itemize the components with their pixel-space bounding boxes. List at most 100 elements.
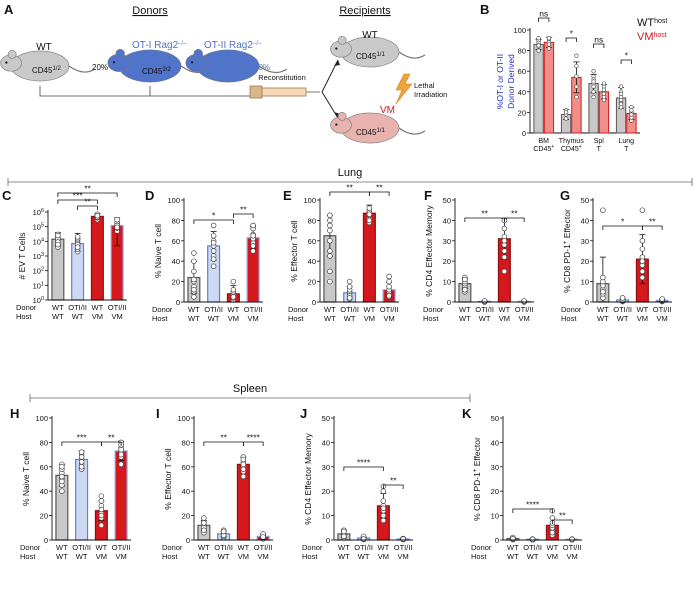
y-axis-label: % Naive T cell — [153, 224, 163, 278]
y-tick-label: 20 — [40, 512, 48, 521]
superscript: 3 — [41, 252, 44, 258]
y-tick-label: 60 — [172, 237, 180, 246]
data-point — [346, 278, 353, 285]
data-point — [118, 451, 124, 458]
significance-bracket — [100, 441, 122, 446]
significance-bracket — [203, 441, 244, 446]
donor-ot1-mouse — [107, 48, 210, 83]
data-point — [327, 238, 333, 244]
x-tick-label-host: VM — [364, 314, 375, 323]
data-point — [400, 536, 406, 542]
significance-bracket — [61, 441, 102, 446]
data-point — [230, 287, 237, 293]
significance-label: ** — [220, 433, 227, 443]
row-label-donor: Donor — [152, 305, 173, 314]
data-point — [191, 258, 197, 264]
data-point — [327, 248, 333, 254]
x-tick-label-donor: OTI/II — [394, 543, 413, 552]
significance-label: *** — [73, 191, 84, 201]
significance-bracket — [57, 192, 118, 197]
y-tick-label: 0 — [312, 298, 316, 307]
superscript: 1/1 — [376, 52, 385, 58]
x-tick-label-donor: OTI/II — [340, 305, 359, 314]
x-tick-label-donor: WT — [324, 305, 336, 314]
panel-letter-h: H — [10, 406, 19, 421]
data-point — [191, 250, 197, 256]
significance-bracket — [565, 37, 577, 42]
bar — [543, 41, 555, 134]
y-axis-label: % Effector T cell — [289, 220, 299, 282]
x-tick-label-host: VM — [96, 552, 107, 561]
significance-label: **** — [526, 500, 540, 510]
x-tick-label-host: WT — [459, 314, 471, 323]
x-tick-label-donor: OTI/II — [204, 305, 223, 314]
x-tick-label-donor: OTI/II — [68, 303, 87, 312]
panel-letter-g: G — [560, 188, 570, 203]
row-label-donor: Donor — [471, 543, 492, 552]
data-point — [346, 295, 353, 301]
superscript: + — [563, 240, 569, 244]
data-point — [462, 287, 468, 293]
donors-title: Donors — [132, 5, 168, 17]
x-tick-label-line1: Lung — [618, 138, 634, 145]
x-tick-label-host: VM — [228, 314, 239, 323]
data-point — [639, 258, 646, 264]
superscript: 0 — [41, 296, 44, 302]
superscript: 4 — [41, 237, 44, 243]
data-point — [210, 263, 217, 270]
donor-ot1-label: OT-I Rag2–/– — [132, 40, 187, 51]
data-point — [386, 278, 392, 285]
x-tick-label-donor: OTI/II — [475, 305, 494, 314]
data-point — [59, 464, 65, 470]
superscript: 5 — [41, 223, 44, 229]
significance-bracket — [77, 205, 98, 210]
data-point — [501, 225, 508, 232]
row-label-host: Host — [288, 314, 304, 323]
donor-wt-mouse — [0, 50, 96, 82]
x-tick-label-donor: WT — [52, 303, 64, 312]
data-point — [55, 241, 61, 248]
superscript: + — [579, 144, 582, 150]
data-point — [55, 232, 61, 239]
x-tick-label-host: VM — [116, 552, 127, 561]
donor-ot2-pct: 40% — [254, 63, 270, 72]
data-point — [600, 274, 606, 281]
significance-label: ** — [240, 205, 247, 215]
data-point — [230, 294, 237, 300]
data-point — [380, 488, 387, 494]
x-tick-label-host: WT — [338, 552, 350, 561]
data-point — [601, 81, 607, 86]
data-point — [346, 283, 353, 290]
x-tick-label-donor: OTI/II — [244, 305, 263, 314]
x-tick-label-donor: WT — [228, 305, 240, 314]
y-tick-label: 20 — [443, 257, 451, 266]
x-tick-label-host: WT — [188, 314, 200, 323]
y-tick-label: 100 — [167, 196, 180, 205]
data-point — [114, 216, 120, 223]
panel-i: I020406080100WTWTOTI/IIWTWTVMOTI/IIVMDon… — [156, 406, 273, 561]
x-tick-label-donor: OTI/II — [653, 305, 672, 314]
recipients-title: Recipients — [339, 5, 391, 17]
x-tick-label-host: VM — [637, 314, 648, 323]
y-tick-label: 0 — [326, 536, 330, 545]
significance-bracket — [343, 466, 384, 471]
data-point — [210, 248, 217, 254]
data-point — [210, 256, 217, 262]
donor-wt-cd45: CD451/2 — [32, 66, 61, 75]
superscript: host — [654, 32, 667, 39]
y-tick-label: 0 — [495, 536, 499, 545]
data-point — [591, 84, 596, 89]
row-label-donor: Donor — [288, 305, 309, 314]
data-point — [549, 529, 556, 536]
data-point — [481, 298, 488, 304]
data-point — [639, 207, 646, 213]
data-point — [618, 84, 624, 89]
data-point — [366, 217, 373, 224]
data-point — [386, 283, 392, 290]
y-tick-label: 50 — [322, 414, 330, 423]
row-label-host: Host — [20, 552, 36, 561]
pooling-line — [39, 86, 253, 97]
x-tick-label-host: WT — [76, 552, 88, 561]
recipient-wt-label: WT — [362, 30, 378, 41]
row-label-host: Host — [152, 314, 168, 323]
